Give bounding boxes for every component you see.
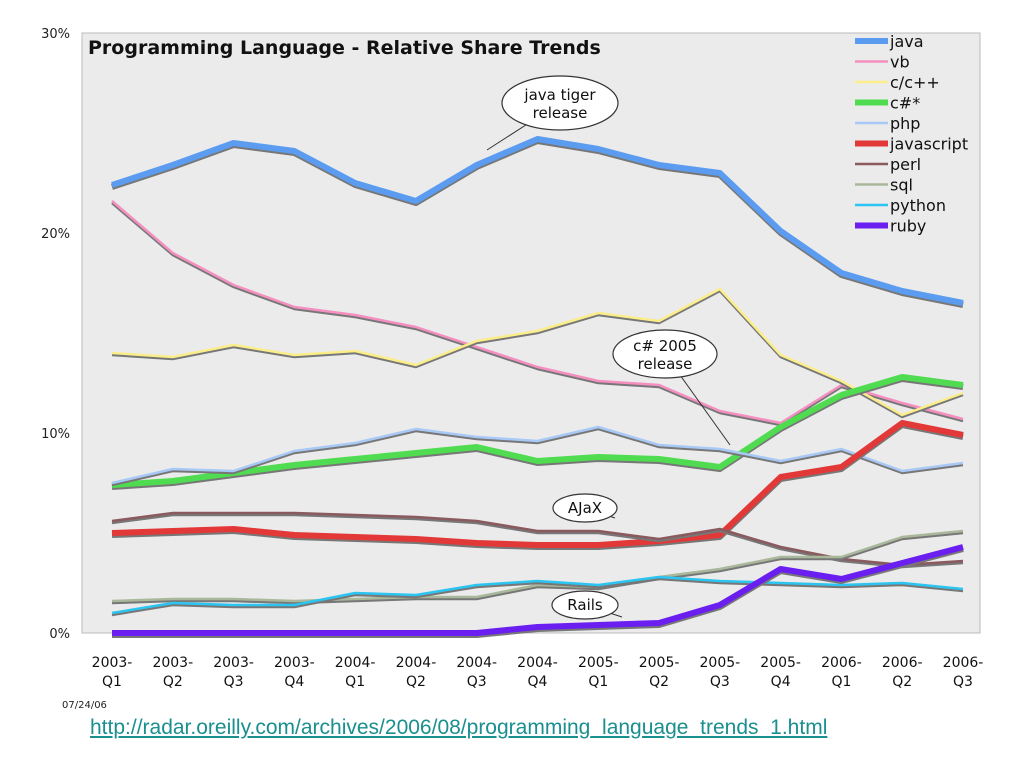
series-c/c++ — [111, 287, 964, 419]
source-link[interactable]: http://radar.oreilly.com/archives/2006/0… — [90, 716, 828, 739]
line-chart: Programming Language - Relative Share Tr… — [41, 27, 984, 690]
x-tick-label: 2005-Q3 — [700, 655, 741, 690]
callout-bubble — [551, 590, 619, 620]
x-tick-label: 2003-Q2 — [152, 655, 193, 690]
legend-label: ruby — [890, 217, 926, 236]
x-tick-label: 2003-Q4 — [274, 655, 315, 690]
annotation-text: java tiger release — [523, 86, 596, 122]
series-javascript — [111, 420, 964, 550]
series-shadow — [111, 531, 964, 605]
series-php — [111, 425, 964, 487]
y-tick-label: 20% — [41, 227, 70, 242]
annotation-text: AJaX — [568, 499, 602, 517]
x-tick-label: 2004-Q2 — [396, 655, 437, 690]
legend-label: python — [890, 196, 946, 215]
x-tick-label: 2003-Q3 — [213, 655, 254, 690]
legend-label: c#* — [890, 94, 920, 113]
legend-label: c/c++ — [890, 73, 940, 92]
annotation-text: c# 2005 release — [633, 337, 697, 373]
x-tick-label: 2006-Q1 — [821, 655, 862, 690]
legend-label: sql — [890, 176, 913, 195]
x-tick-label: 2006-Q3 — [943, 655, 984, 690]
series-python — [111, 575, 964, 617]
x-tick-label: 2004-Q3 — [456, 655, 497, 690]
legend-label: php — [890, 114, 920, 133]
x-tick-label: 2005-Q1 — [578, 655, 619, 690]
x-tick-label: 2004-Q1 — [335, 655, 376, 690]
x-tick-label: 2003-Q1 — [92, 655, 133, 690]
legend-label: vb — [890, 53, 910, 72]
series-sql — [111, 529, 964, 605]
x-tick-label: 2004-Q4 — [517, 655, 558, 690]
y-tick-label: 10% — [41, 427, 70, 442]
series-java — [111, 136, 964, 308]
y-tick-label: 30% — [41, 27, 70, 42]
series-shadow — [111, 427, 964, 487]
series-shadow — [111, 289, 964, 419]
annotation-callout: java tiger release — [486, 75, 619, 151]
callout-bubble — [612, 329, 718, 379]
series-ruby — [111, 544, 964, 638]
annotation-text: Rails — [567, 596, 603, 614]
legend-label: java — [889, 32, 924, 51]
y-tick-label: 0% — [49, 627, 70, 642]
annotation-callout: AJaX — [552, 493, 618, 523]
series-shadow — [111, 202, 964, 427]
legend-label: javascript — [889, 135, 968, 154]
x-tick-label: 2005-Q2 — [639, 655, 680, 690]
annotation-callout: c# 2005 release — [612, 329, 731, 446]
callout-bubble — [501, 75, 619, 131]
x-tick-label: 2006-Q2 — [882, 655, 923, 690]
annotation-callout: Rails — [551, 590, 623, 620]
series-shadow — [111, 577, 964, 617]
date-label: 07/24/06 — [62, 700, 107, 711]
callout-bubble — [552, 493, 618, 523]
chart-title: Programming Language - Relative Share Tr… — [88, 37, 601, 59]
legend-label: perl — [890, 155, 921, 174]
series-vb — [111, 200, 964, 427]
x-tick-label: 2005-Q4 — [760, 655, 801, 690]
